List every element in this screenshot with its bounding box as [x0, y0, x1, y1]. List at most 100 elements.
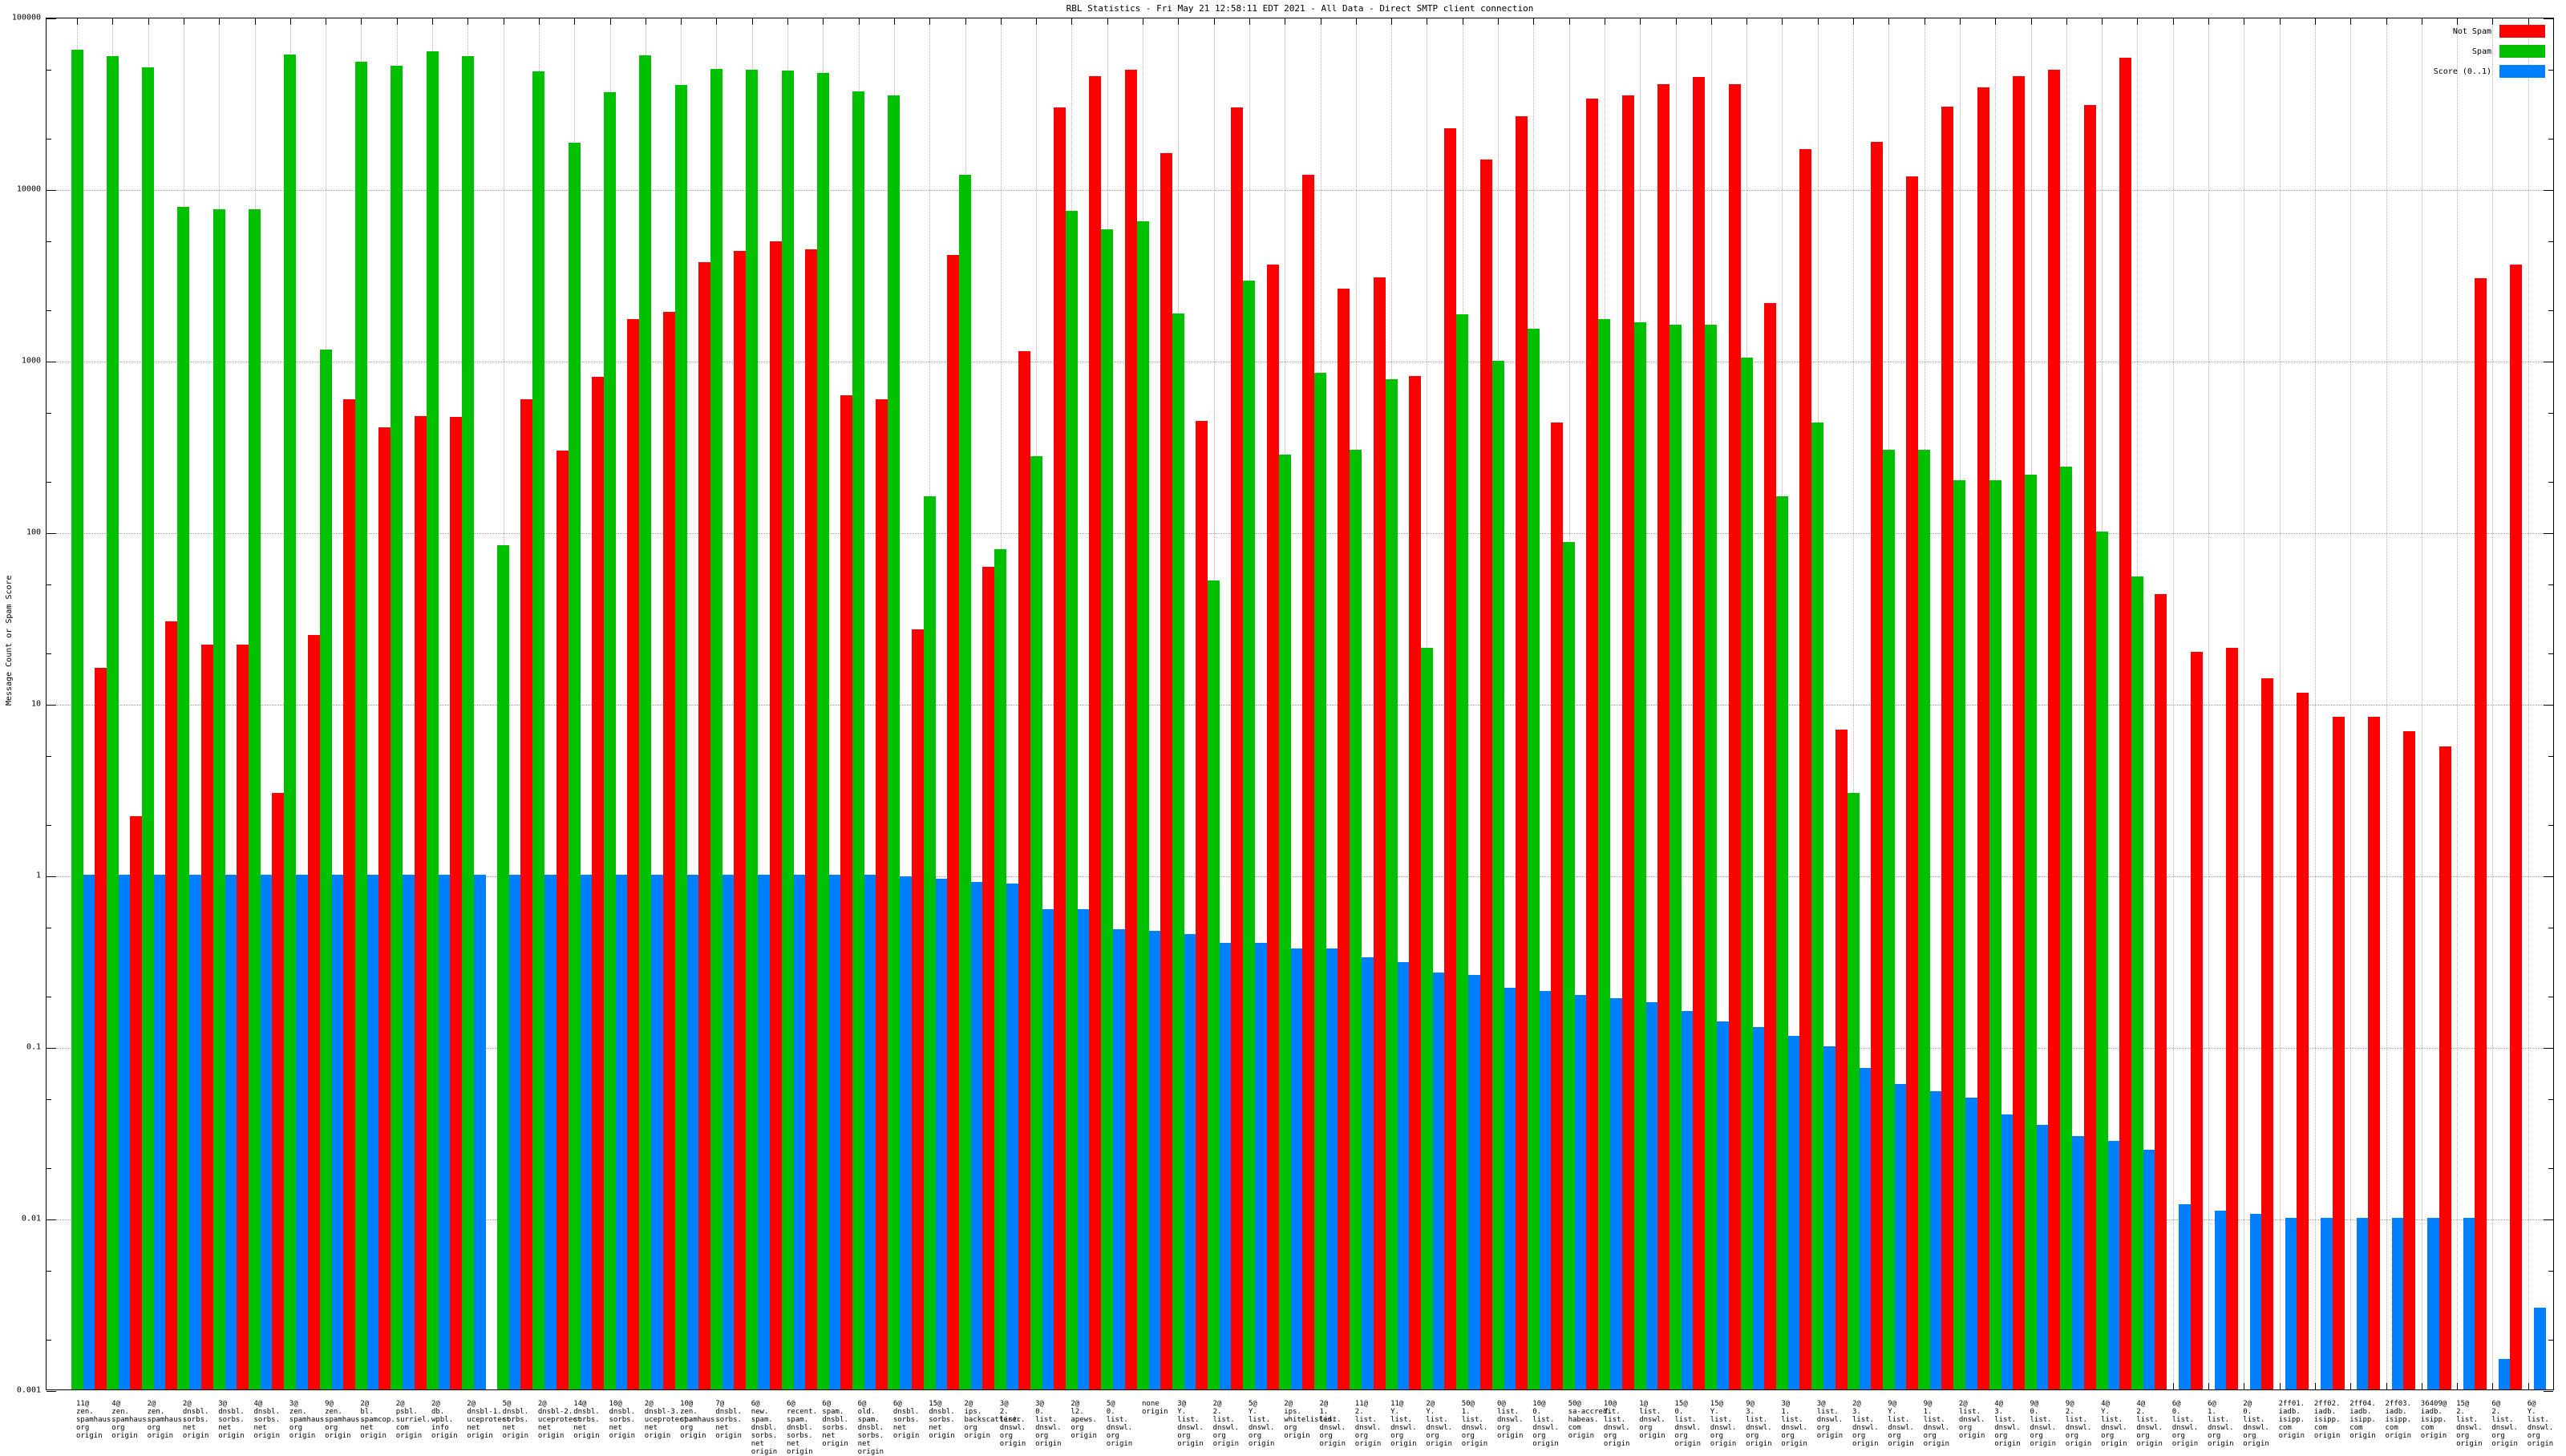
legend-swatch-score	[2499, 65, 2545, 78]
y-gridline	[47, 533, 2553, 534]
x-tick	[219, 18, 221, 25]
x-tick	[858, 18, 860, 25]
bar-spam	[1420, 648, 1433, 1389]
x-tick	[1533, 18, 1535, 25]
bar-score	[1042, 908, 1054, 1389]
bar-not-spam	[1977, 87, 1989, 1389]
bar-score	[1006, 883, 1019, 1389]
bar-not-spam	[1941, 106, 1954, 1389]
bar-spam	[1847, 792, 1860, 1389]
x-tick	[823, 18, 824, 25]
bar-score	[509, 875, 522, 1389]
y-major-tick	[2544, 705, 2553, 706]
y-minor-tick	[47, 653, 51, 654]
y-major-tick	[47, 876, 56, 877]
bar-score	[2143, 1149, 2155, 1389]
x-tick	[2314, 1383, 2316, 1389]
x-tick	[2492, 1383, 2494, 1389]
bar-spam	[1065, 210, 1078, 1389]
bar-spam	[994, 548, 1007, 1389]
bar-spam	[106, 56, 119, 1389]
bar-not-spam	[237, 644, 249, 1389]
bar-score	[2498, 1359, 2511, 1389]
x-gridline	[1853, 18, 1854, 1389]
bar-not-spam	[840, 395, 853, 1389]
bar-not-spam	[414, 416, 427, 1389]
y-minor-tick	[2548, 756, 2553, 758]
x-tick	[1924, 18, 1925, 25]
y-minor-tick	[2548, 653, 2553, 654]
x-tick	[893, 18, 895, 25]
bar-score	[580, 875, 593, 1389]
bar-score	[2356, 1218, 2369, 1389]
bar-spam	[1918, 449, 1931, 1389]
x-tick	[2172, 18, 2174, 25]
bar-spam	[781, 71, 794, 1389]
x-tick	[929, 18, 931, 25]
bar-score	[864, 875, 877, 1389]
x-tick	[396, 18, 398, 25]
bar-score	[1717, 1021, 1730, 1389]
bar-not-spam	[1408, 375, 1421, 1389]
x-gridline	[2386, 18, 2387, 1389]
bar-not-spam	[2083, 105, 2096, 1389]
bar-score	[2534, 1307, 2547, 1389]
bar-spam	[1705, 325, 1718, 1389]
y-minor-tick	[47, 1099, 51, 1101]
bar-spam	[426, 51, 439, 1389]
bar-spam	[1243, 281, 1256, 1389]
bar-not-spam	[2119, 57, 2131, 1389]
bar-score	[1184, 934, 1196, 1389]
x-tick	[148, 18, 149, 25]
x-tick	[1178, 18, 1180, 25]
x-tick	[1355, 18, 1357, 25]
bar-spam	[319, 350, 332, 1389]
bar-score	[1397, 961, 1410, 1389]
bar-not-spam	[2155, 594, 2167, 1389]
bar-score	[2001, 1114, 2014, 1389]
bar-score	[758, 875, 771, 1389]
y-major-tick	[47, 533, 56, 534]
y-minor-tick	[47, 138, 51, 140]
x-tick	[2492, 18, 2494, 25]
bar-not-spam	[1266, 264, 1279, 1389]
bar-score	[2214, 1211, 2227, 1389]
x-tick	[2350, 1383, 2352, 1389]
x-tick	[2066, 18, 2067, 25]
bar-spam	[142, 67, 155, 1389]
bar-spam	[1456, 313, 1469, 1389]
bar-not-spam	[2190, 651, 2203, 1389]
bar-score	[793, 875, 806, 1389]
x-tick	[254, 18, 256, 25]
bar-score	[1752, 1026, 1765, 1389]
bar-spam	[674, 85, 687, 1389]
legend-item-spam: Spam	[2434, 45, 2545, 58]
x-tick	[681, 18, 682, 25]
bar-score	[544, 875, 557, 1389]
bar-not-spam	[698, 262, 710, 1389]
x-tick	[1498, 18, 1499, 25]
x-gridline	[2208, 18, 2209, 1389]
bar-spam	[1172, 313, 1184, 1389]
x-tick	[2102, 18, 2103, 25]
bar-score	[438, 875, 451, 1389]
x-tick	[1640, 18, 1641, 25]
bar-score	[1504, 987, 1516, 1389]
plot-area	[46, 18, 2554, 1392]
bar-not-spam	[1728, 84, 1741, 1389]
x-gridline	[2172, 18, 2174, 1389]
bar-score	[651, 875, 664, 1389]
bar-not-spam	[272, 792, 285, 1389]
bar-spam	[2025, 474, 2037, 1389]
bar-score	[1894, 1084, 1907, 1389]
x-tick	[2457, 18, 2459, 25]
x-tick	[574, 18, 576, 25]
bar-not-spam	[1196, 421, 1208, 1389]
y-major-tick	[47, 190, 56, 191]
y-major-tick	[2544, 190, 2553, 191]
bar-not-spam	[1515, 116, 1528, 1389]
legend-item-not-spam: Not Spam	[2434, 25, 2545, 38]
y-minor-tick	[47, 309, 51, 311]
bar-spam	[1633, 322, 1646, 1389]
bar-score	[225, 875, 237, 1389]
